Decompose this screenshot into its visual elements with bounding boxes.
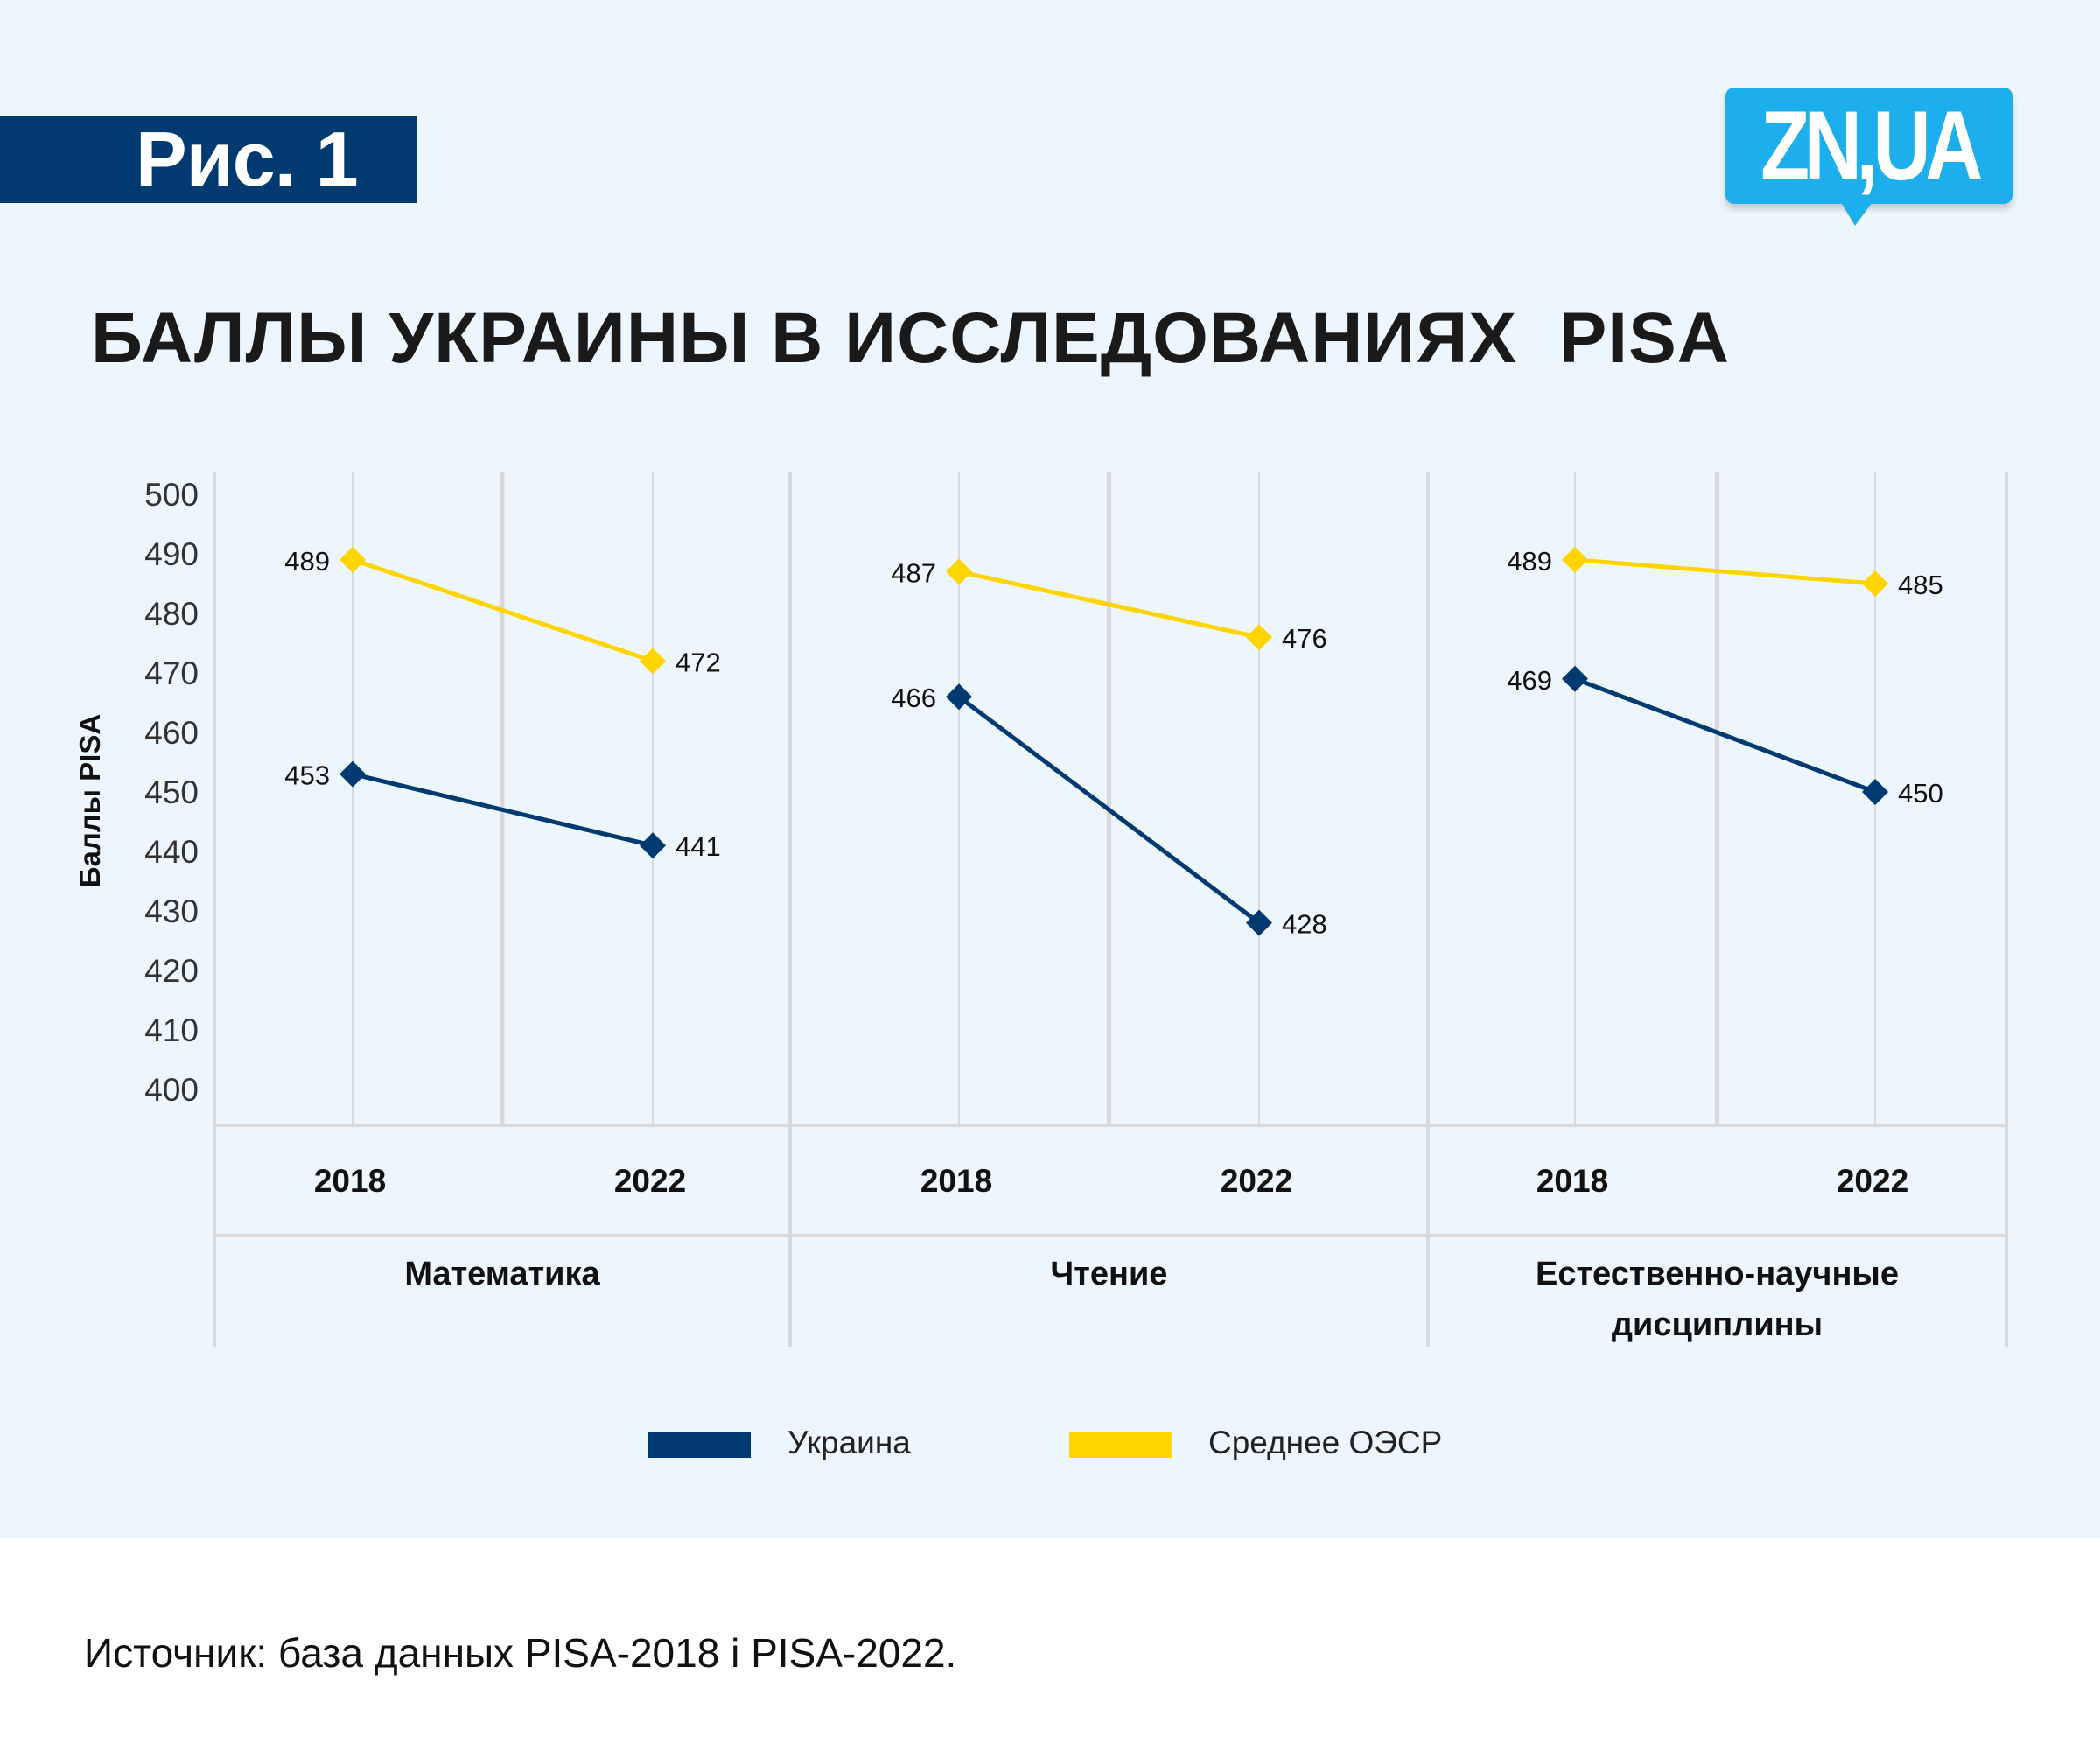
y-tick-label: 440 — [144, 834, 199, 870]
oecd-series-line — [958, 569, 1260, 640]
y-tick-label: 480 — [144, 596, 199, 632]
y-axis-title: Баллы PISA — [74, 714, 106, 887]
oecd-data-point — [1562, 546, 1588, 573]
y-tick-label: 430 — [144, 893, 199, 929]
y-tick-label: 420 — [144, 953, 199, 989]
category-label: дисциплины — [1612, 1306, 1823, 1343]
oecd-data-label: 489 — [284, 546, 330, 577]
category-label: Математика — [404, 1256, 600, 1292]
category-label: Чтение — [1051, 1256, 1168, 1292]
x-tick-year: 2018 — [1536, 1163, 1608, 1199]
y-tick-label: 490 — [144, 536, 199, 572]
oecd-data-label: 487 — [891, 557, 936, 588]
oecd-data-label: 489 — [1507, 546, 1552, 577]
oecd-data-point — [946, 558, 972, 585]
y-tick-label: 460 — [144, 715, 199, 751]
oecd-data-point — [340, 546, 366, 573]
x-tick-year: 2022 — [614, 1163, 686, 1199]
legend-label-oecd: Среднее ОЭСР — [1208, 1424, 1443, 1460]
y-tick-label: 410 — [144, 1012, 199, 1048]
logo-speech-tail — [1839, 200, 1874, 226]
ukraine-series-line — [1574, 676, 1876, 794]
legend-swatch-ukraine — [648, 1432, 751, 1458]
ukraine-data-point — [1246, 909, 1272, 936]
y-tick-label: 500 — [144, 477, 199, 513]
logo-text: ZN,UA — [1760, 91, 1983, 200]
oecd-data-label: 472 — [676, 647, 721, 677]
oecd-data-point — [1862, 570, 1888, 597]
oecd-series-line — [1574, 557, 1876, 586]
ukraine-data-label: 453 — [284, 760, 330, 791]
figure-label: Рис. 1 — [136, 116, 359, 202]
ukraine-series-line — [957, 695, 1261, 925]
ukraine-series-line — [352, 772, 654, 848]
ukraine-data-point — [640, 832, 666, 859]
ukraine-data-point — [1862, 779, 1888, 805]
legend-label-ukraine: Украина — [788, 1424, 911, 1460]
ukraine-data-point — [340, 760, 366, 788]
category-label: Естественно-научные — [1536, 1256, 1899, 1292]
oecd-data-label: 485 — [1898, 570, 1943, 600]
chart-title: БАЛЛЫ УКРАИНЫ В ИССЛЕДОВАНИЯХ PISA — [91, 298, 1730, 378]
oecd-series-line — [352, 557, 654, 663]
oecd-data-point — [640, 648, 666, 675]
ukraine-data-label: 450 — [1898, 778, 1943, 808]
x-tick-year: 2022 — [1837, 1163, 1908, 1199]
ukraine-data-label: 428 — [1282, 909, 1327, 940]
oecd-data-point — [1246, 624, 1272, 651]
figure-label-box — [0, 116, 416, 203]
x-tick-year: 2018 — [920, 1163, 992, 1199]
x-tick-year: 2018 — [314, 1163, 386, 1199]
source-note: Источник: база данных PISA-2018 і PISA-2… — [84, 1630, 957, 1676]
ukraine-data-point — [946, 683, 972, 710]
oecd-data-label: 476 — [1282, 623, 1327, 654]
x-tick-year: 2022 — [1221, 1163, 1292, 1199]
y-tick-label: 400 — [144, 1072, 199, 1108]
ukraine-data-label: 466 — [891, 682, 936, 713]
ukraine-data-label: 469 — [1507, 665, 1552, 696]
ukraine-data-label: 441 — [676, 831, 721, 862]
zn-ua-logo — [1726, 88, 2012, 204]
ukraine-data-point — [1562, 665, 1588, 692]
y-tick-label: 470 — [144, 655, 199, 691]
legend-swatch-oecd — [1069, 1432, 1172, 1458]
y-tick-label: 450 — [144, 774, 199, 810]
